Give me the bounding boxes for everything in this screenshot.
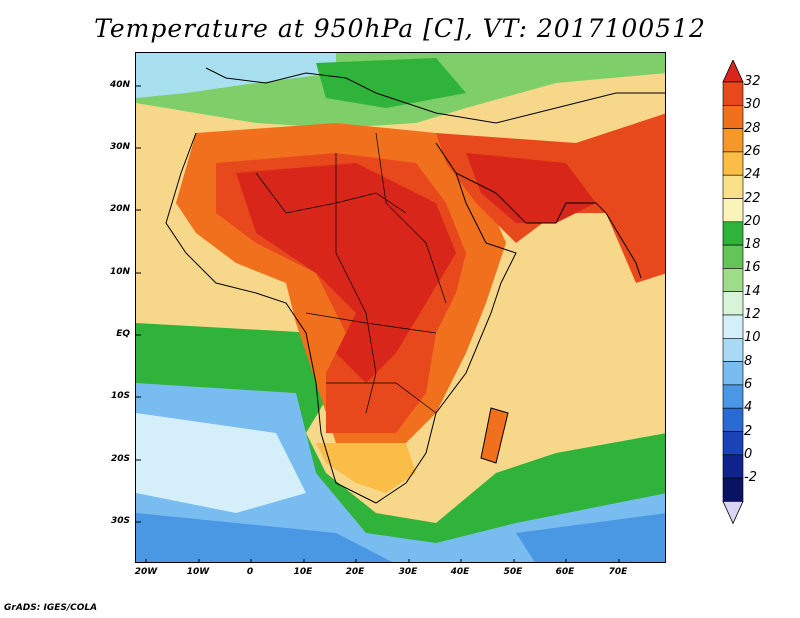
colorbar-segment [722,454,744,479]
colorbar-bottom-arrow [722,500,744,525]
lat-label: EQ [116,329,130,339]
lon-label: 30E [398,567,418,577]
colorbar-segment [722,221,744,246]
country-border [326,382,437,414]
colorbar-segment [722,104,744,129]
lon-label: 10E [293,567,313,577]
colorbar-tick-label: 20 [744,213,761,229]
southwest-indian-blue-zone [516,513,665,562]
colorbar-segment [722,361,744,386]
temperature-map [135,52,666,563]
lat-label: 40N [109,80,130,90]
north-coastline [205,67,665,124]
colorbar-tick-label: 18 [744,237,761,253]
colorbar-segment [722,128,744,153]
lon-ticks [145,559,620,562]
colorbar-tick-label: 4 [744,400,753,416]
colorbar-segment [722,314,744,339]
colorbar-tick-label: -2 [744,470,757,486]
lat-label: 10S [110,391,130,401]
lon-label: 50E [503,567,523,577]
lon-label: 20W [134,567,158,577]
colorbar-segment [722,151,744,176]
lat-label: 30S [110,516,130,526]
colorbar-tick-label: 16 [744,260,761,276]
colorbar-tick-label: 6 [744,376,753,392]
lon-label: 60E [555,567,575,577]
atlantic-north-cool-zone [136,53,336,98]
colorbar-tick-label: 2 [744,423,753,439]
colorbar-segment [722,477,744,502]
colorbar-tick-label: 30 [744,97,761,113]
colorbar-tick-label: 10 [744,330,761,346]
colorbar-segment [722,337,744,362]
colorbar-tick-label: 26 [744,143,761,159]
colorbar-segment [722,291,744,316]
colorbar-tick-label: 0 [744,446,753,462]
madagascar-coastline [480,407,509,464]
colorbar-segment [722,244,744,269]
southern-ocean-blue-zone [136,383,665,562]
colorbar-segment [722,198,744,223]
colorbar-tick-label: 28 [744,120,761,136]
colorbar-tick-label: 12 [744,307,761,322]
colorbar [722,60,744,525]
lat-label: 10N [109,267,130,277]
lat-label: 20N [109,204,130,214]
colorbar-tick-label: 14 [744,283,761,299]
country-border [335,153,377,414]
map-title: Temperature at 950hPa [C], VT: 201710051… [94,14,706,43]
southern-africa-warm-zone [316,443,416,493]
country-border [375,132,447,304]
africa-coastline [165,132,517,504]
colorbar-tick-label: 24 [744,167,761,183]
colorbar-segment [722,407,744,432]
lon-label: 10W [186,567,210,577]
temperature-map-canvas [136,53,665,562]
south-atlantic-light-zone [136,413,306,513]
deep-south-blue-zone [136,513,393,562]
colorbar-segment [722,268,744,292]
madagascar-zone [481,408,508,463]
colorbar-tick-label: 8 [744,353,753,369]
colorbar-segment [722,81,744,106]
lon-label: 0 [246,567,254,577]
colorbar-segment [722,384,744,409]
lat-label: 20S [110,454,130,464]
arabia-coastline [455,172,642,279]
colorbar-tick-label: 22 [744,190,761,206]
lon-label: 40E [450,567,470,577]
lat-label: 30N [109,142,130,152]
arabia-hottest-zone [466,153,596,223]
colorbar-top-arrow [722,60,744,83]
lat-ticks [136,85,141,523]
colorbar-segment [722,431,744,456]
mediterranean-green-zone [316,58,466,108]
footer-credit: GrADS: IGES/COLA [4,603,98,613]
lon-label: 20E [345,567,365,577]
country-border [305,312,437,334]
colorbar-segment [722,174,744,199]
lon-label: 70E [608,567,628,577]
colorbar-tick-label: 32 [744,74,761,89]
